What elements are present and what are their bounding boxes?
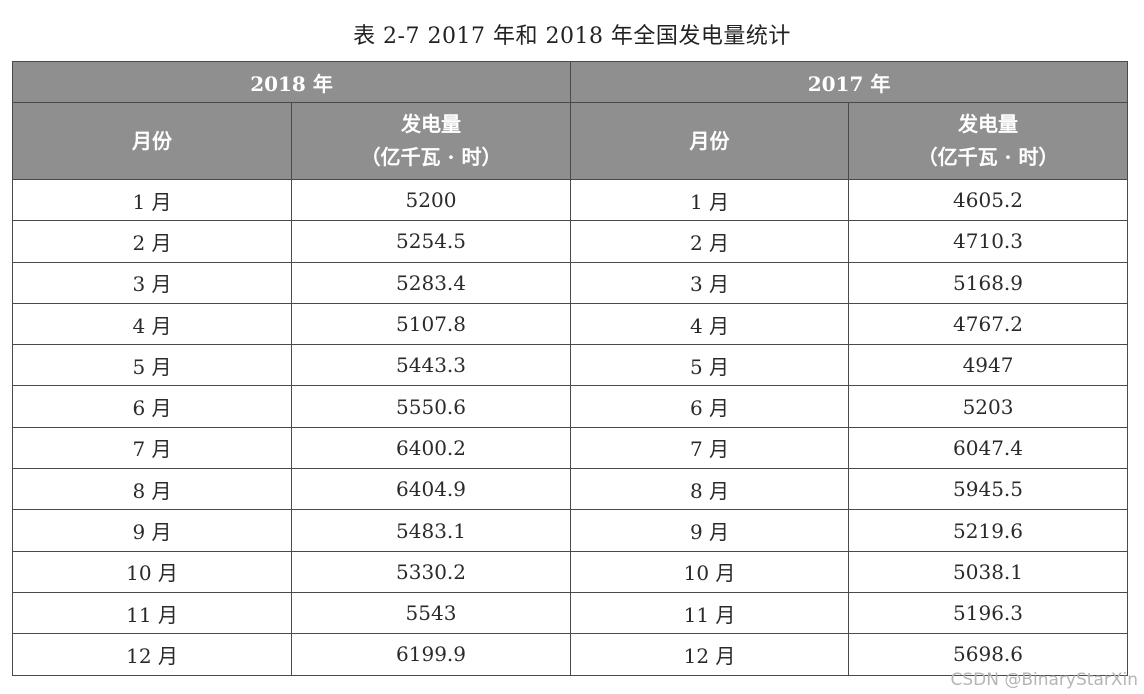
month-cell-2017: 2 月	[570, 220, 850, 263]
year-header-2017: 2017 年	[570, 61, 1129, 103]
watermark: CSDN @BinaryStarXin	[950, 670, 1138, 690]
month-cell-2017: 7 月	[570, 426, 850, 470]
table-row: 1 月 5200 1 月 4605.2	[12, 178, 1129, 222]
value-cell-2018: 5443.3	[290, 344, 572, 387]
month-cell-2017: 8 月	[570, 468, 850, 511]
value-cell-2017: 5219.6	[848, 509, 1129, 552]
table-row: 9 月 5483.1 9 月 5219.6	[12, 509, 1129, 552]
month-cell-2017: 11 月	[570, 591, 850, 635]
month-cell-2017: 6 月	[570, 385, 850, 428]
month-cell-2018: 10 月	[12, 550, 292, 593]
value-cell-2017: 5203	[848, 385, 1129, 428]
value-cell-2017: 4605.2	[848, 178, 1129, 222]
value-cell-2017: 5945.5	[848, 468, 1129, 511]
value-cell-2018: 5254.5	[290, 220, 572, 263]
table-row: 12 月 6199.9 12 月 5698.6	[12, 633, 1129, 676]
month-cell-2018: 9 月	[12, 509, 292, 552]
table-row: 8 月 6404.9 8 月 5945.5	[12, 468, 1129, 511]
value-cell-2018: 5283.4	[290, 261, 572, 304]
table-row: 4 月 5107.8 4 月 4767.2	[12, 302, 1129, 346]
value-cell-2018: 6400.2	[290, 426, 572, 470]
month-cell-2018: 7 月	[12, 426, 292, 470]
month-cell-2017: 9 月	[570, 509, 850, 552]
value-header-2018: 发电量 （亿千瓦 · 时）	[290, 102, 572, 180]
value-cell-2018: 6199.9	[290, 633, 572, 676]
table-row: 11 月 5543 11 月 5196.3	[12, 591, 1129, 635]
column-header-row: 月份 发电量 （亿千瓦 · 时） 月份 发电量 （亿千瓦 · 时）	[12, 102, 1129, 180]
value-cell-2018: 5543	[290, 591, 572, 635]
month-header-2018: 月份	[12, 102, 292, 180]
value-cell-2017: 4710.3	[848, 220, 1129, 263]
table-body: 1 月 5200 1 月 4605.2 2 月 5254.5 2 月 4710.3 3 月 528…	[12, 178, 1129, 676]
table-row: 2 月 5254.5 2 月 4710.3	[12, 220, 1129, 263]
month-cell-2018: 12 月	[12, 633, 292, 676]
month-cell-2017: 4 月	[570, 302, 850, 346]
month-cell-2017: 1 月	[570, 178, 850, 222]
power-generation-table: 2018 年 2017 年 月份 发电量 （亿千瓦 · 时） 月份 发电量 （亿…	[11, 61, 1129, 676]
value-cell-2017: 5698.6	[848, 633, 1129, 676]
month-cell-2017: 3 月	[570, 261, 850, 304]
table-row: 5 月 5443.3 5 月 4947	[12, 344, 1129, 387]
month-cell-2018: 1 月	[12, 178, 292, 222]
value-cell-2017: 4767.2	[848, 302, 1129, 346]
month-cell-2017: 12 月	[570, 633, 850, 676]
month-cell-2018: 8 月	[12, 468, 292, 511]
table-caption: 表 2-7 2017 年和 2018 年全国发电量统计	[353, 24, 791, 49]
month-cell-2017: 5 月	[570, 344, 850, 387]
table-row: 10 月 5330.2 10 月 5038.1	[12, 550, 1129, 593]
value-cell-2017: 6047.4	[848, 426, 1129, 470]
value-header-unit: （亿千瓦 · 时）	[360, 145, 502, 169]
table-row: 6 月 5550.6 6 月 5203	[12, 385, 1129, 428]
value-header-2017: 发电量 （亿千瓦 · 时）	[848, 102, 1129, 180]
month-cell-2018: 5 月	[12, 344, 292, 387]
value-cell-2018: 5550.6	[290, 385, 572, 428]
table-row: 7 月 6400.2 7 月 6047.4	[12, 426, 1129, 470]
year-header-row: 2018 年 2017 年	[11, 61, 1129, 103]
value-cell-2017: 5196.3	[848, 591, 1129, 635]
month-cell-2018: 6 月	[12, 385, 292, 428]
value-header-unit: （亿千瓦 · 时）	[917, 145, 1059, 169]
value-cell-2018: 5200	[290, 178, 572, 222]
value-header-label: 发电量	[958, 112, 1019, 136]
month-cell-2018: 3 月	[12, 261, 292, 304]
value-cell-2018: 5483.1	[290, 509, 572, 552]
value-cell-2018: 6404.9	[290, 468, 572, 511]
month-cell-2017: 10 月	[570, 550, 850, 593]
value-cell-2018: 5330.2	[290, 550, 572, 593]
year-header-2018: 2018 年	[11, 61, 572, 103]
month-cell-2018: 4 月	[12, 302, 292, 346]
month-cell-2018: 2 月	[12, 220, 292, 263]
month-cell-2018: 11 月	[12, 591, 292, 635]
value-cell-2017: 4947	[848, 344, 1129, 387]
value-cell-2017: 5038.1	[848, 550, 1129, 593]
value-cell-2017: 5168.9	[848, 261, 1129, 304]
table-row: 3 月 5283.4 3 月 5168.9	[12, 261, 1129, 304]
value-cell-2018: 5107.8	[290, 302, 572, 346]
value-header-label: 发电量	[401, 112, 461, 136]
month-header-2017: 月份	[570, 102, 850, 180]
